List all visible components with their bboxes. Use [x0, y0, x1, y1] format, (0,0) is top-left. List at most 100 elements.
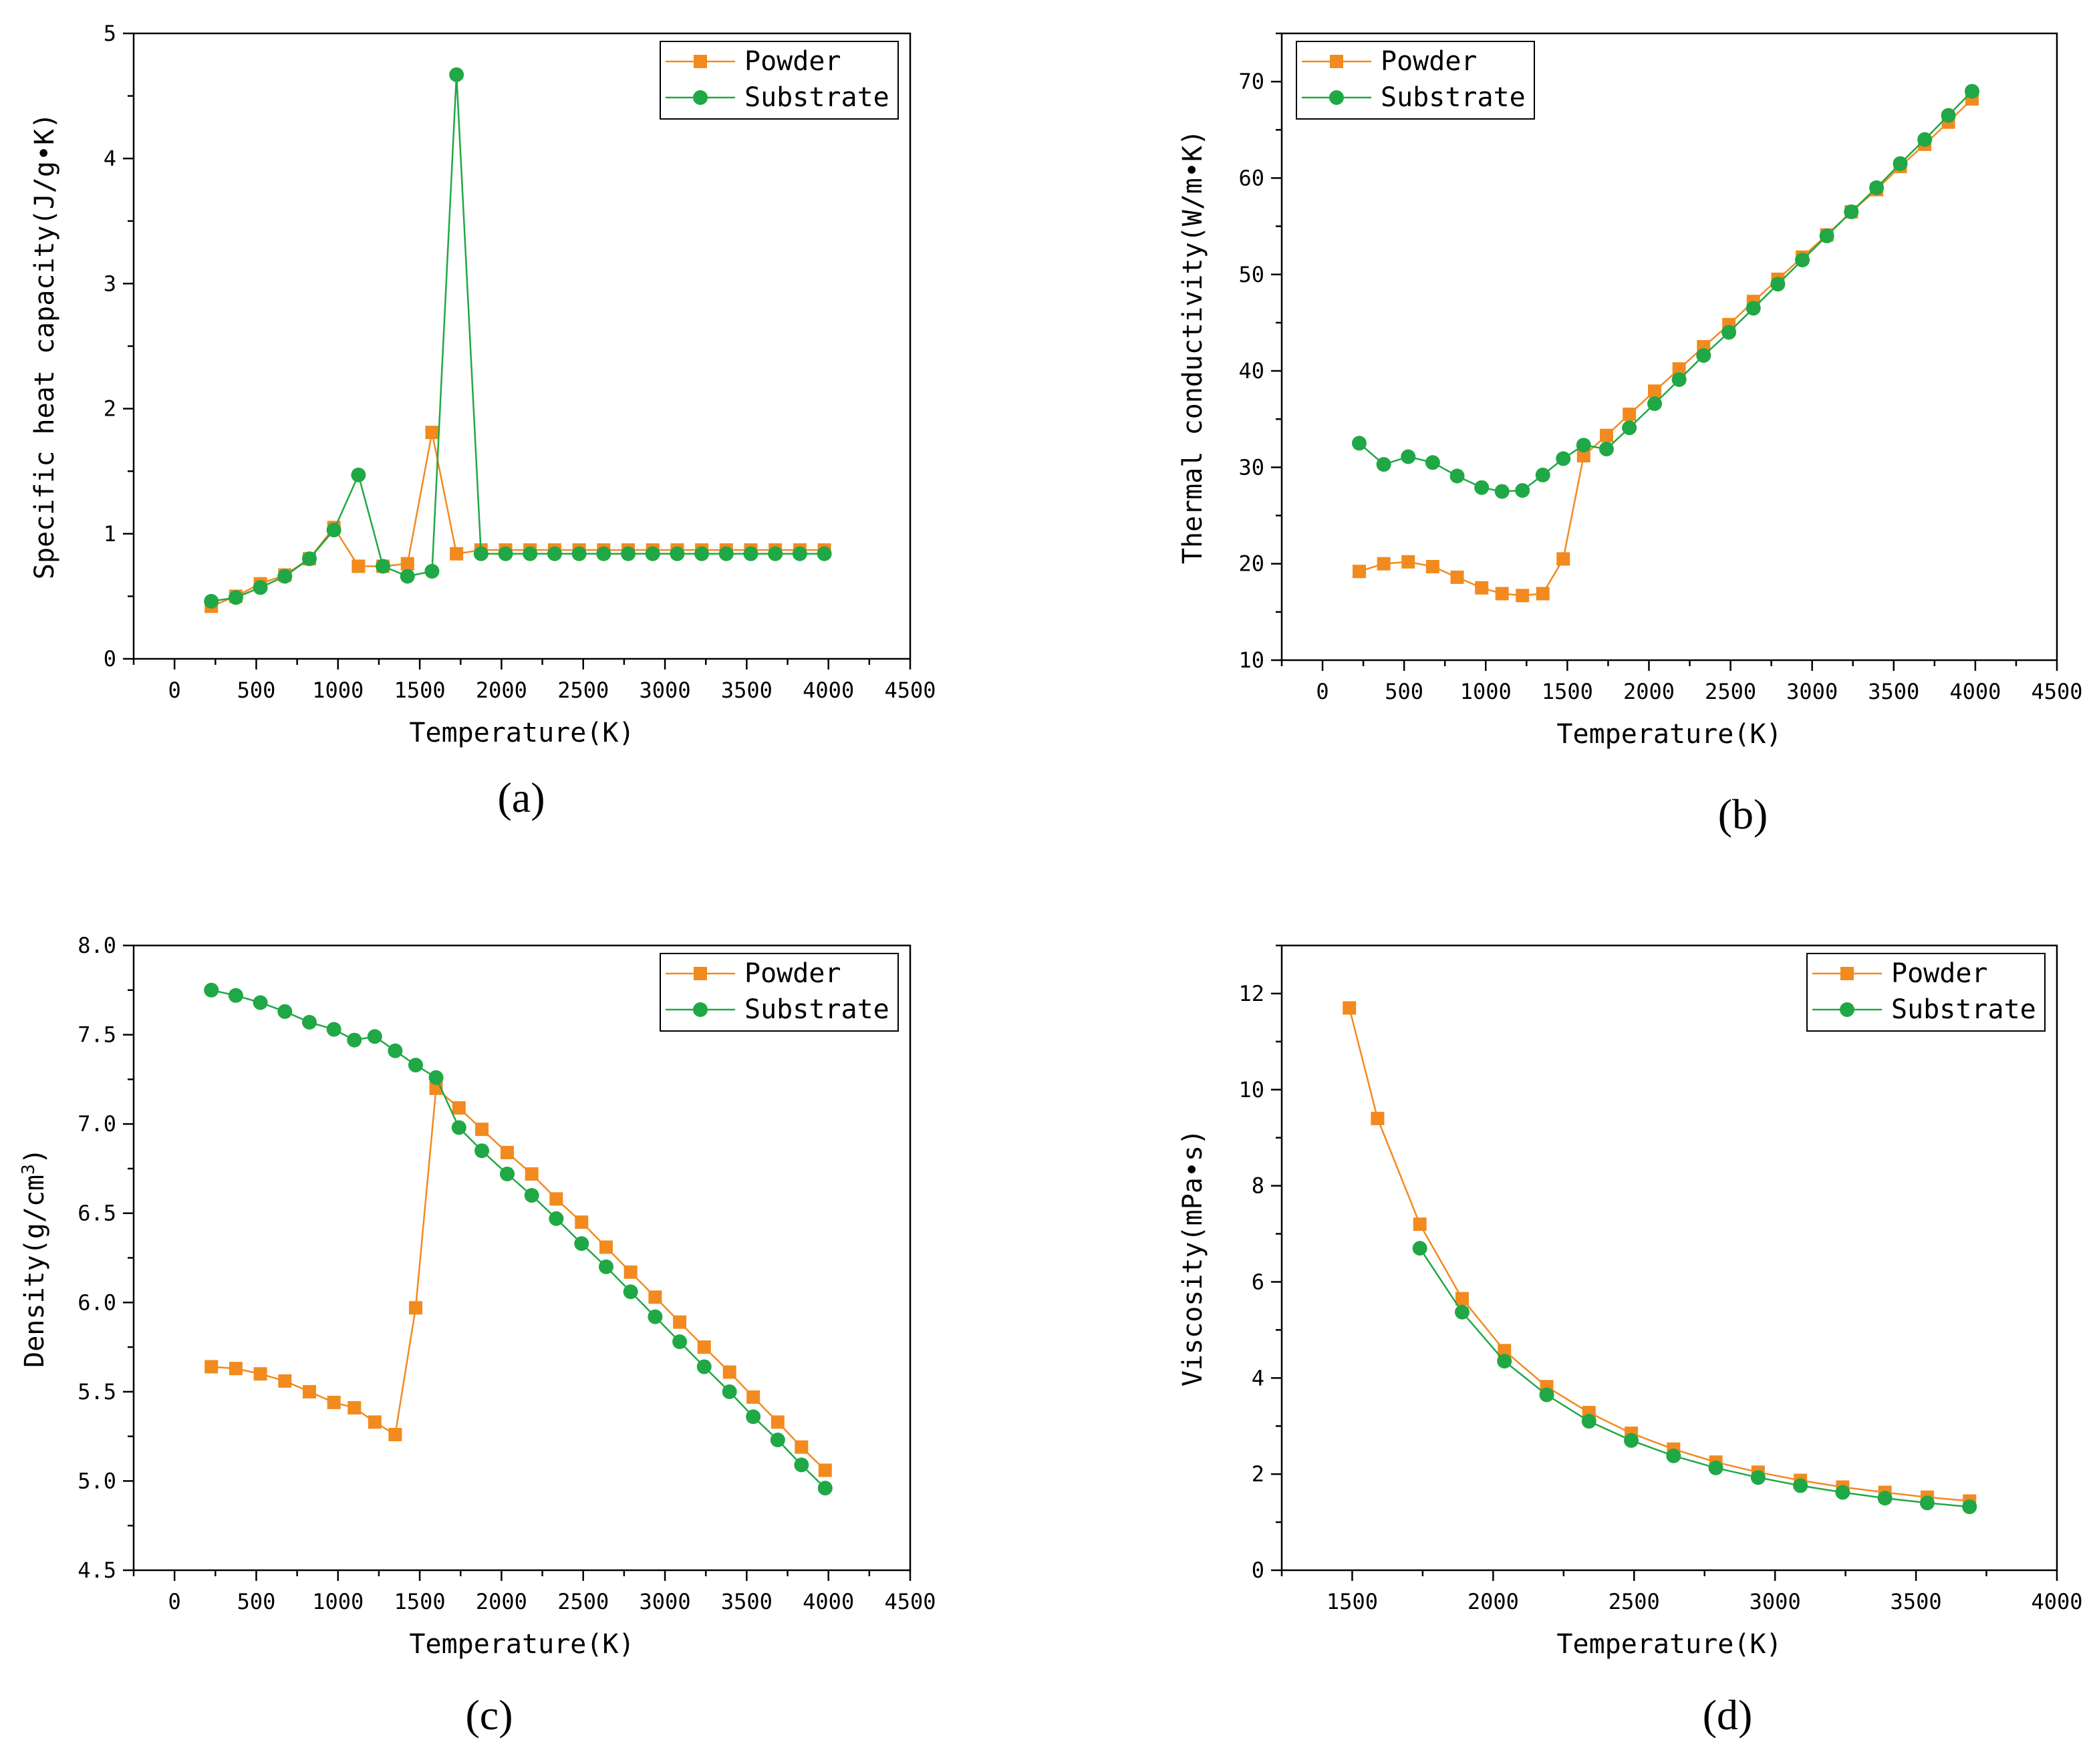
- data-point-powder: [1648, 384, 1662, 398]
- y-tick-label: 8: [1252, 1173, 1264, 1199]
- data-point-powder: [673, 1315, 687, 1329]
- data-point-substrate: [1746, 301, 1761, 316]
- data-point-substrate: [817, 1481, 833, 1496]
- data-point-substrate: [204, 593, 219, 609]
- data-point-substrate: [1622, 420, 1637, 436]
- x-tick-label: 0: [168, 678, 181, 703]
- legend-marker-circle: [1329, 90, 1344, 105]
- y-tick-label: 40: [1238, 358, 1264, 384]
- x-tick-label: 2500: [1705, 679, 1756, 704]
- y-tick-label: 30: [1238, 454, 1264, 480]
- x-tick-label: 1000: [312, 678, 364, 703]
- data-point-powder: [771, 1415, 785, 1429]
- data-point-powder: [327, 1395, 341, 1409]
- data-point-powder: [1495, 587, 1509, 601]
- data-point-substrate: [1919, 1495, 1935, 1511]
- legend: Powder Substrate: [660, 953, 899, 1032]
- data-point-substrate: [549, 1211, 564, 1226]
- data-point-substrate: [672, 1334, 688, 1350]
- x-tick-label: 4000: [803, 1589, 854, 1614]
- y-tick-label: 5: [104, 21, 116, 46]
- data-point-substrate: [499, 1166, 515, 1181]
- data-point-substrate: [694, 546, 710, 561]
- data-point-substrate: [301, 551, 317, 567]
- x-axis-label: Temperature(K): [1556, 1629, 1782, 1660]
- data-point-substrate: [301, 1014, 317, 1030]
- data-point-powder: [475, 1123, 489, 1137]
- x-tick-label: 4500: [2031, 679, 2082, 704]
- data-point-substrate: [1352, 436, 1367, 451]
- data-point-powder: [599, 1240, 613, 1254]
- y-tick-label: 2: [1252, 1461, 1264, 1487]
- y-tick-label: 6.0: [78, 1290, 116, 1315]
- data-point-substrate: [498, 546, 513, 561]
- x-tick-label: 500: [237, 1589, 276, 1614]
- data-point-powder: [1498, 1344, 1512, 1358]
- data-point-substrate: [1793, 1478, 1808, 1493]
- data-point-substrate: [571, 546, 587, 561]
- data-point-substrate: [1647, 396, 1663, 412]
- legend-marker-circle: [693, 1002, 708, 1017]
- legend-box: [1296, 41, 1535, 120]
- data-point-powder: [818, 1463, 832, 1477]
- data-point-substrate: [253, 995, 268, 1010]
- series-line: [1348, 1008, 1970, 1502]
- data-point-powder: [500, 1145, 514, 1159]
- data-point-substrate: [722, 1384, 737, 1399]
- data-point-substrate: [347, 1032, 362, 1048]
- series-substrate: [204, 67, 832, 609]
- y-axis-label-text: Density(g/cm: [19, 1175, 50, 1368]
- data-point-substrate: [474, 1143, 490, 1159]
- plot-frame: [1280, 944, 2058, 1572]
- x-tick-label: 2000: [476, 1589, 527, 1614]
- data-point-substrate: [596, 546, 611, 561]
- data-point-substrate: [768, 546, 783, 561]
- data-point-powder: [1343, 1001, 1357, 1015]
- data-point-substrate: [1497, 1354, 1512, 1369]
- data-point-substrate: [1795, 253, 1810, 268]
- data-point-substrate: [277, 569, 293, 584]
- data-point-powder: [746, 1390, 760, 1404]
- data-point-substrate: [1556, 451, 1571, 466]
- data-point-substrate: [408, 1057, 423, 1072]
- y-tick-label: 0: [1252, 1558, 1264, 1583]
- data-point-powder: [1556, 552, 1570, 566]
- data-point-substrate: [598, 1259, 613, 1274]
- data-point-powder: [229, 1362, 243, 1376]
- legend-box: [660, 41, 899, 120]
- y-tick-label: 60: [1238, 165, 1264, 190]
- y-axis-label-text: Thermal conductivity(W/m•K): [1177, 130, 1208, 564]
- data-point-powder: [1377, 557, 1391, 571]
- data-point-powder: [575, 1215, 589, 1229]
- x-tick-label: 2000: [1468, 1589, 1519, 1614]
- x-tick-label: 0: [1316, 679, 1329, 704]
- data-point-substrate: [1965, 84, 1980, 99]
- data-point-substrate: [1835, 1485, 1850, 1500]
- series-substrate: [1412, 1241, 1977, 1515]
- data-point-substrate: [424, 563, 440, 579]
- x-tick-label: 4000: [1949, 679, 2001, 704]
- y-tick-label: 12: [1238, 981, 1264, 1006]
- x-tick-label: 1500: [1327, 1589, 1378, 1614]
- y-axis-label-text: Specific heat capacity(J/g•K): [29, 113, 60, 579]
- data-point-powder: [1450, 570, 1464, 584]
- legend-box: [1806, 953, 2046, 1032]
- data-point-substrate: [718, 546, 734, 561]
- x-tick-label: 2000: [476, 678, 527, 703]
- panel-caption: (c): [465, 1691, 513, 1739]
- data-point-substrate: [524, 1188, 539, 1203]
- data-point-substrate: [1401, 449, 1416, 464]
- y-axis-label-text: Viscosity(mPa•s): [1177, 1129, 1208, 1386]
- legend-marker-square: [1840, 967, 1854, 980]
- legend-marker-square: [1330, 55, 1343, 68]
- x-tick-label: 4500: [884, 1589, 936, 1614]
- data-point-substrate: [645, 546, 660, 561]
- y-axis-label: Density(g/cm3): [19, 1148, 50, 1368]
- x-tick-label: 500: [1385, 679, 1423, 704]
- legend: Powder Substrate: [1806, 953, 2046, 1032]
- data-point-substrate: [743, 546, 758, 561]
- data-point-substrate: [621, 546, 636, 561]
- y-tick-label: 4: [1252, 1365, 1264, 1390]
- data-point-substrate: [228, 988, 243, 1003]
